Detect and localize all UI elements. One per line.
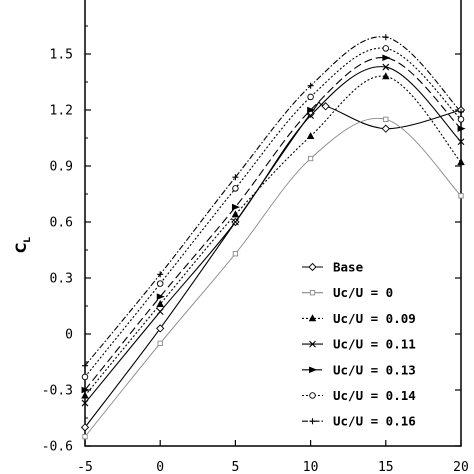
data-point [81,391,89,399]
legend-marker [308,314,317,322]
data-point [231,210,240,218]
y-tick-label: -0.3 [42,384,73,399]
data-point [82,362,88,369]
data-point [382,34,389,41]
data-point [306,131,315,139]
data-point [382,72,390,80]
data-point [232,218,239,226]
data-point [232,185,239,192]
series-line [84,36,462,367]
y-tick-label: -0.6 [42,440,73,455]
data-point [156,293,165,300]
data-point [80,423,90,432]
data-point [156,280,164,287]
legend-marker [309,340,316,348]
legend-marker [309,366,318,374]
legend-label: Uc/U = 0.09 [333,311,416,326]
data-point [321,102,330,111]
data-point [457,125,466,132]
data-point [458,193,464,199]
x-tick-label: 0 [156,460,164,474]
y-tick-label: 0 [65,328,73,343]
y-tick-label: 1.5 [50,48,73,63]
data-point [232,174,239,181]
data-point [157,340,163,346]
x-tick-label: -5 [77,460,93,474]
x-tick-label: 10 [303,460,319,474]
legend-label: Base [333,260,364,275]
legend-label: Uc/U = 0 [333,285,393,300]
data-point [383,116,389,122]
x-tick-label: 20 [453,460,469,474]
data-point [156,299,164,307]
y-tick-label: 0.9 [50,160,73,175]
y-axis-title-main: C [14,243,30,253]
legend-label: Uc/U = 0.11 [333,337,416,352]
data-point [157,271,164,278]
data-point [382,63,390,71]
data-point [81,399,89,407]
data-point [382,54,391,62]
series-line [84,57,462,391]
data-point [381,124,390,133]
legend-label: Uc/U = 0.16 [333,414,416,429]
series-markers [80,34,466,440]
series-line [84,47,462,378]
data-point [307,93,314,101]
data-point [457,158,465,166]
legend-marker [308,262,317,272]
data-point [81,386,90,394]
legend-marker [309,290,316,296]
series-lines [84,36,462,437]
data-point [457,138,465,146]
data-point [457,116,465,123]
y-tick-label: 0.3 [50,272,73,287]
y-tick-label: 1.2 [50,104,73,119]
data-point [232,251,239,257]
data-point [307,106,316,114]
data-point [156,308,164,315]
data-point [156,324,165,333]
series-line [84,66,462,404]
x-axis: -5 0 5 10 15 20 [77,440,469,474]
data-point [81,373,89,381]
data-point [82,434,88,440]
data-point [382,45,390,52]
legend-marker [309,418,316,425]
series-line [84,117,462,437]
y-axis-title: CL [14,237,33,253]
data-point [307,82,314,89]
data-point [307,112,314,119]
data-point [307,155,314,162]
legend: Base Uc/U = 0 Uc/U = 0.09 Uc/U = 0.11 Uc/U =… [302,260,416,429]
x-tick-label: 15 [378,460,394,474]
y-tick-label: 0.6 [50,216,73,231]
legend-label: Uc/U = 0.13 [333,362,416,377]
x-tick-label: 5 [231,460,239,474]
legend-label: Uc/U = 0.14 [333,388,416,403]
legend-marker [309,392,316,399]
data-point [458,108,464,115]
data-point [231,203,240,211]
series-line [84,101,462,428]
y-axis-title-subscript: L [23,237,33,243]
